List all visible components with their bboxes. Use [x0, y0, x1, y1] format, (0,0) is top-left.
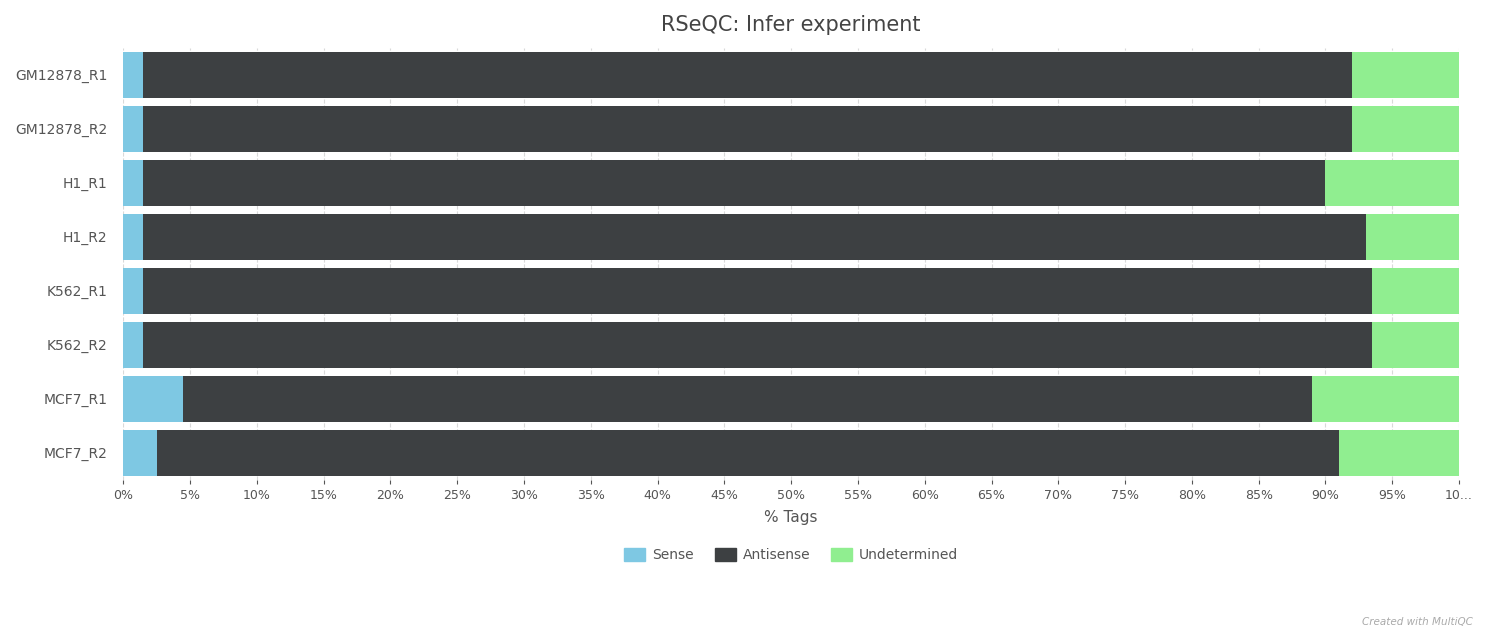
Bar — [143, 52, 1353, 97]
Bar — [143, 160, 1326, 206]
Text: Created with MultiQC: Created with MultiQC — [1362, 617, 1473, 627]
Bar — [143, 106, 1353, 152]
Bar — [1339, 430, 1460, 475]
Bar — [124, 376, 183, 422]
Bar — [1326, 160, 1460, 206]
Bar — [124, 268, 143, 314]
Bar — [1372, 268, 1460, 314]
Bar — [124, 106, 143, 152]
X-axis label: % Tags: % Tags — [765, 510, 818, 525]
Bar — [124, 322, 143, 368]
Bar — [1372, 322, 1460, 368]
Bar — [124, 430, 156, 475]
Title: RSeQC: Infer experiment: RSeQC: Infer experiment — [662, 15, 921, 35]
Bar — [143, 214, 1366, 260]
Bar — [124, 214, 143, 260]
Bar — [124, 52, 143, 97]
Bar — [183, 376, 1312, 422]
Bar — [1366, 214, 1460, 260]
Bar — [1312, 376, 1460, 422]
Bar — [1353, 52, 1460, 97]
Bar — [143, 268, 1372, 314]
Bar — [143, 322, 1372, 368]
Bar — [156, 430, 1339, 475]
Bar — [124, 160, 143, 206]
Legend: Sense, Antisense, Undetermined: Sense, Antisense, Undetermined — [619, 542, 964, 568]
Bar — [1353, 106, 1460, 152]
